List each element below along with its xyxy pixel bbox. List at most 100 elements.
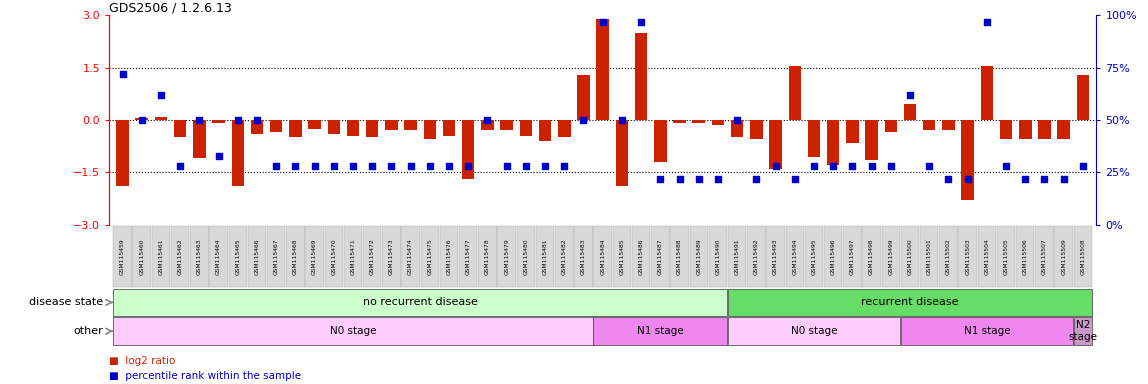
Point — [248, 117, 266, 123]
Point — [920, 163, 938, 169]
Bar — [386, 120, 397, 131]
FancyBboxPatch shape — [402, 226, 420, 287]
FancyBboxPatch shape — [1035, 226, 1054, 287]
Point — [420, 163, 439, 169]
Text: N0 stage: N0 stage — [329, 326, 377, 336]
Bar — [558, 120, 571, 137]
Bar — [577, 74, 590, 120]
Text: GSM115500: GSM115500 — [908, 238, 913, 275]
Bar — [903, 104, 916, 120]
Point — [631, 18, 650, 25]
Text: GSM115481: GSM115481 — [543, 238, 548, 275]
Point — [152, 92, 170, 98]
Text: disease state: disease state — [29, 297, 103, 308]
FancyBboxPatch shape — [728, 289, 1092, 316]
Text: GSM115487: GSM115487 — [658, 238, 662, 275]
Point — [267, 163, 286, 169]
Text: GSM115475: GSM115475 — [427, 238, 433, 275]
Bar — [347, 120, 359, 136]
Bar — [404, 120, 417, 131]
FancyBboxPatch shape — [843, 226, 862, 287]
FancyBboxPatch shape — [939, 226, 957, 287]
Bar — [635, 33, 647, 120]
Text: GSM115465: GSM115465 — [235, 238, 240, 275]
Text: GSM115490: GSM115490 — [715, 238, 721, 275]
Text: N2
stage: N2 stage — [1069, 320, 1097, 342]
FancyBboxPatch shape — [862, 226, 881, 287]
Point — [824, 163, 843, 169]
FancyBboxPatch shape — [191, 226, 209, 287]
Point — [191, 117, 209, 123]
Bar — [1019, 120, 1032, 139]
Point — [343, 163, 362, 169]
Point — [862, 163, 881, 169]
FancyBboxPatch shape — [517, 226, 535, 287]
FancyBboxPatch shape — [882, 226, 900, 287]
FancyBboxPatch shape — [1016, 226, 1034, 287]
FancyBboxPatch shape — [708, 226, 727, 287]
Point — [690, 175, 708, 182]
FancyBboxPatch shape — [1073, 226, 1092, 287]
FancyBboxPatch shape — [594, 226, 612, 287]
Text: N1 stage: N1 stage — [963, 326, 1010, 336]
Text: GSM115464: GSM115464 — [216, 238, 222, 275]
Point — [651, 175, 669, 182]
Text: GSM115474: GSM115474 — [409, 238, 413, 275]
Text: GSM115505: GSM115505 — [1003, 238, 1009, 275]
FancyBboxPatch shape — [382, 226, 401, 287]
Point — [1073, 163, 1092, 169]
Bar — [673, 120, 685, 124]
Bar — [1077, 74, 1089, 120]
Bar — [980, 66, 993, 120]
Bar — [155, 116, 168, 120]
Point — [517, 163, 535, 169]
Text: GSM115506: GSM115506 — [1023, 238, 1027, 275]
Bar — [270, 120, 282, 132]
Bar — [443, 120, 456, 136]
Bar — [501, 120, 513, 131]
Text: GSM115507: GSM115507 — [1042, 238, 1047, 275]
Text: GSM115472: GSM115472 — [370, 238, 374, 275]
FancyBboxPatch shape — [728, 226, 746, 287]
Bar — [943, 120, 955, 131]
Bar — [789, 66, 801, 120]
Text: GSM115502: GSM115502 — [946, 238, 951, 275]
FancyBboxPatch shape — [901, 226, 920, 287]
Text: GSM115473: GSM115473 — [389, 238, 394, 275]
Point — [556, 163, 574, 169]
Text: GSM115492: GSM115492 — [754, 238, 759, 275]
Bar — [808, 120, 820, 157]
FancyBboxPatch shape — [114, 289, 727, 316]
Point — [844, 163, 862, 169]
Bar — [327, 120, 340, 134]
Bar — [1057, 120, 1070, 139]
Text: N1 stage: N1 stage — [637, 326, 684, 336]
Point — [114, 71, 132, 77]
FancyBboxPatch shape — [747, 226, 766, 287]
Point — [939, 175, 957, 182]
FancyBboxPatch shape — [978, 226, 996, 287]
Bar — [731, 120, 744, 137]
Text: GSM115463: GSM115463 — [196, 238, 202, 275]
Bar — [289, 120, 302, 137]
Point — [209, 152, 227, 159]
Bar — [866, 120, 878, 160]
Text: GSM115460: GSM115460 — [139, 238, 145, 275]
Text: GSM115491: GSM115491 — [735, 238, 739, 275]
Point — [286, 163, 304, 169]
Bar — [250, 120, 263, 134]
Text: ■  log2 ratio: ■ log2 ratio — [109, 356, 176, 366]
Point — [901, 92, 920, 98]
Text: GSM115503: GSM115503 — [965, 238, 970, 275]
FancyBboxPatch shape — [1055, 226, 1073, 287]
Point — [959, 175, 977, 182]
Text: no recurrent disease: no recurrent disease — [363, 297, 478, 308]
FancyBboxPatch shape — [420, 226, 439, 287]
Point — [1035, 175, 1054, 182]
Bar — [712, 120, 724, 125]
Text: GSM115494: GSM115494 — [792, 238, 797, 275]
FancyBboxPatch shape — [114, 317, 592, 345]
Text: GSM115485: GSM115485 — [620, 238, 625, 275]
FancyBboxPatch shape — [114, 226, 132, 287]
Text: N0 stage: N0 stage — [791, 326, 837, 336]
